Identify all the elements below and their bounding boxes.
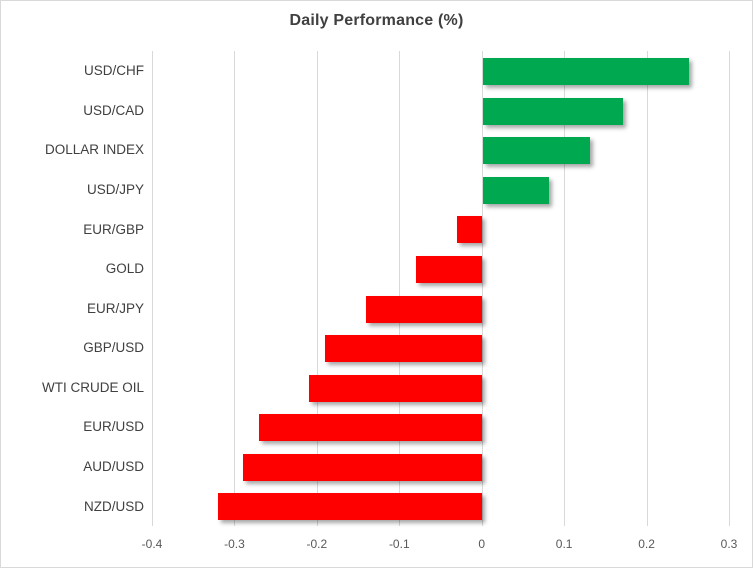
bar-row-usd-chf: [152, 51, 729, 91]
category-label-eur-jpy: EUR/JPY: [86, 300, 144, 316]
bar-gold: [415, 255, 482, 283]
gridline--0.4: [152, 51, 153, 526]
category-label-usd-cad: USD/CAD: [83, 102, 144, 118]
bar-usd-chf: [482, 58, 689, 85]
bar-row-eur-usd: [152, 407, 729, 447]
gridline--0.2: [316, 51, 318, 526]
category-label-usd-chf: USD/CHF: [84, 63, 144, 79]
bar-row-wti-crude-oil: [152, 368, 729, 408]
x-tick-label--0.2: -0.2: [306, 537, 328, 551]
bar-usd-cad: [482, 97, 623, 125]
gridline--0.3: [234, 51, 236, 526]
bar-aud-usd: [242, 453, 482, 481]
gridline--0.1: [399, 51, 401, 526]
bar-row-gold: [152, 249, 729, 289]
gridline-0.1: [564, 51, 566, 526]
x-tick-label--0.4: -0.4: [141, 537, 163, 551]
bar-row-usd-jpy: [152, 170, 729, 210]
category-label-eur-gbp: EUR/GBP: [83, 221, 144, 237]
category-label-gold: GOLD: [105, 261, 144, 277]
bar-row-dollar-index: [152, 130, 729, 170]
category-label-aud-usd: AUD/USD: [83, 459, 144, 475]
bar-gbp-usd: [325, 335, 482, 363]
bar-nzd-usd: [217, 493, 482, 521]
bar-row-gbp-usd: [152, 328, 729, 368]
x-tick-label-0: 0: [478, 537, 486, 551]
bar-row-eur-gbp: [152, 209, 729, 249]
x-tick-label--0.3: -0.3: [224, 537, 245, 551]
category-label-wti-crude-oil: WTI CRUDE OIL: [41, 379, 144, 395]
chart-title: Daily Performance (%): [289, 12, 464, 29]
gridline-0.2: [646, 51, 648, 526]
bar-row-eur-jpy: [152, 289, 729, 329]
category-label-nzd-usd: NZD/USD: [84, 498, 144, 514]
value-axis: -0.4 -0.3 -0.2 -0.1 0 0.1 0.2 0.3: [1, 537, 752, 557]
x-tick-label-0.2: 0.2: [638, 537, 655, 551]
x-tick-label--0.1: -0.1: [388, 537, 410, 551]
bar-row-aud-usd: [152, 447, 729, 487]
category-label-dollar-index: DOLLAR INDEX: [44, 142, 144, 158]
bar-usd-jpy: [482, 176, 549, 204]
gridline-0.3: [729, 51, 730, 526]
bar-eur-gbp: [456, 216, 482, 244]
bar-eur-jpy: [366, 295, 482, 323]
category-label-eur-usd: EUR/USD: [83, 419, 144, 435]
x-tick-label-0.1: 0.1: [555, 537, 573, 551]
bar-dollar-index: [482, 137, 590, 165]
plot-area: [152, 51, 730, 526]
category-label-gbp-usd: GBP/USD: [83, 340, 144, 356]
x-tick-label-0.3: 0.3: [720, 537, 738, 551]
category-axis: USD/CHF USD/CAD DOLLAR INDEX USD/JPY EUR/GBP…: [1, 51, 144, 526]
bar-eur-usd: [259, 414, 482, 442]
category-label-usd-jpy: USD/JPY: [86, 182, 144, 198]
bar-row-nzd-usd: [152, 486, 729, 526]
gridline-0: [481, 51, 483, 526]
bar-row-usd-cad: [152, 91, 729, 131]
bar-wti-crude-oil: [308, 374, 482, 402]
